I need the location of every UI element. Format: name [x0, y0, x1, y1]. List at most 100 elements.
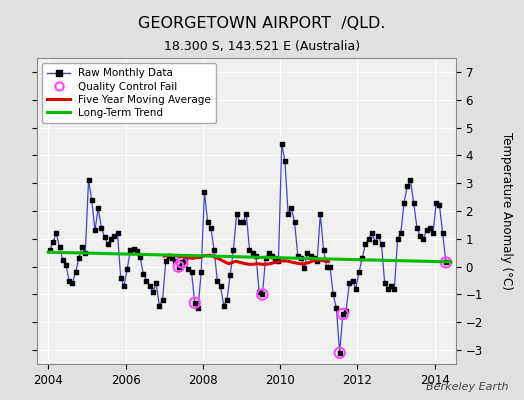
Point [293, 252, 302, 259]
Point [88, 197, 96, 203]
Point [384, 286, 392, 292]
Point [358, 255, 366, 262]
Point [409, 200, 418, 206]
Point [316, 210, 324, 217]
Point [332, 305, 341, 312]
Point [406, 177, 414, 184]
Point [139, 270, 147, 277]
Point [335, 350, 344, 356]
Point [191, 300, 199, 306]
Point [432, 200, 441, 206]
Point [345, 280, 354, 286]
Point [242, 210, 250, 217]
Point [326, 264, 334, 270]
Point [252, 252, 260, 259]
Point [335, 350, 344, 356]
Point [297, 255, 305, 262]
Point [129, 245, 138, 252]
Point [49, 238, 57, 245]
Point [300, 265, 309, 271]
Point [442, 259, 450, 266]
Point [422, 227, 431, 234]
Point [81, 250, 90, 256]
Point [319, 247, 328, 253]
Point [281, 158, 289, 164]
Point [97, 224, 106, 231]
Point [91, 227, 99, 234]
Point [290, 219, 299, 225]
Y-axis label: Temperature Anomaly (°C): Temperature Anomaly (°C) [500, 132, 512, 290]
Point [149, 288, 157, 295]
Text: 18.300 S, 143.521 E (Australia): 18.300 S, 143.521 E (Australia) [164, 40, 360, 53]
Point [245, 247, 254, 253]
Point [239, 219, 247, 225]
Point [226, 272, 234, 278]
Point [168, 255, 177, 262]
Text: GEORGETOWN AIRPORT  /QLD.: GEORGETOWN AIRPORT /QLD. [138, 16, 386, 31]
Point [59, 256, 67, 263]
Point [174, 264, 183, 270]
Point [68, 280, 77, 286]
Point [107, 236, 115, 242]
Point [303, 250, 312, 256]
Text: Berkeley Earth: Berkeley Earth [426, 382, 508, 392]
Point [287, 205, 296, 212]
Point [119, 283, 128, 289]
Point [161, 258, 170, 264]
Point [425, 224, 434, 231]
Point [194, 305, 202, 312]
Point [206, 224, 215, 231]
Point [387, 283, 395, 289]
Point [342, 308, 350, 314]
Point [355, 269, 363, 276]
Point [191, 300, 199, 306]
Point [268, 252, 276, 259]
Point [158, 297, 167, 303]
Point [223, 297, 231, 303]
Point [203, 219, 212, 225]
Point [403, 183, 411, 189]
Point [258, 291, 267, 298]
Point [188, 269, 196, 276]
Point [75, 255, 83, 262]
Point [181, 258, 189, 264]
Point [78, 244, 86, 250]
Point [52, 230, 60, 236]
Point [104, 241, 112, 248]
Point [368, 230, 376, 236]
Point [110, 233, 118, 239]
Point [65, 277, 73, 284]
Point [439, 230, 447, 236]
Point [339, 311, 347, 317]
Point [229, 247, 237, 253]
Point [233, 210, 241, 217]
Point [146, 283, 154, 289]
Point [323, 264, 331, 270]
Point [62, 262, 70, 268]
Point [71, 269, 80, 276]
Point [307, 252, 315, 259]
Point [284, 210, 292, 217]
Legend: Raw Monthly Data, Quality Control Fail, Five Year Moving Average, Long-Term Tren: Raw Monthly Data, Quality Control Fail, … [42, 63, 216, 123]
Point [339, 311, 347, 317]
Point [178, 259, 186, 266]
Point [377, 241, 386, 248]
Point [56, 244, 64, 250]
Point [310, 255, 318, 262]
Point [126, 247, 135, 253]
Point [374, 233, 383, 239]
Point [197, 269, 205, 276]
Point [155, 302, 163, 309]
Point [413, 224, 421, 231]
Point [94, 205, 102, 212]
Point [348, 277, 357, 284]
Point [213, 277, 222, 284]
Point [274, 258, 282, 264]
Point [390, 286, 399, 292]
Point [152, 280, 160, 286]
Point [271, 255, 279, 262]
Point [200, 188, 209, 195]
Point [261, 255, 270, 262]
Point [265, 250, 273, 256]
Point [174, 264, 183, 270]
